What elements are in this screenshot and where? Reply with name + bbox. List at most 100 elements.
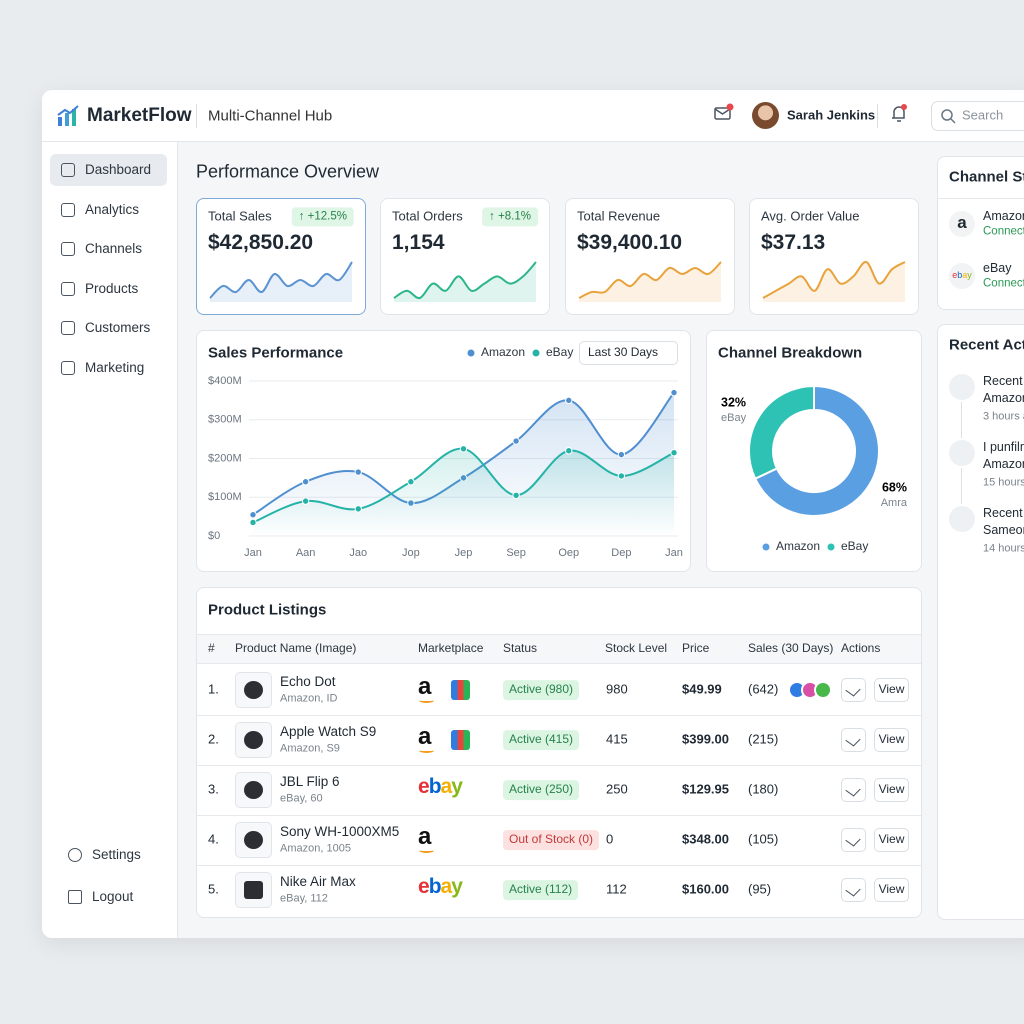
- status-pill: Active (250): [503, 780, 580, 800]
- divider: [877, 104, 878, 128]
- row-divider: [197, 815, 921, 816]
- kpi-label: Total Revenue: [577, 208, 661, 224]
- period-dropdown[interactable]: [579, 341, 678, 365]
- logo-letter: a: [440, 774, 453, 798]
- kpi-value: $42,850.20: [208, 230, 314, 254]
- row-index: 3.: [208, 781, 219, 797]
- activity-source: Amazon: [983, 456, 1024, 471]
- row-index: 4.: [208, 831, 219, 847]
- channel-logo: a: [957, 213, 967, 233]
- logo-letter: b: [428, 774, 442, 798]
- price: $348.00: [682, 831, 729, 847]
- price: $160.00: [682, 881, 729, 897]
- channel-logo-bg: [949, 211, 975, 237]
- logo-letter: a: [440, 874, 453, 898]
- marketplace-logo: ebay: [418, 774, 463, 799]
- channel-status: Connected: [983, 277, 1024, 290]
- activity-text: I punfilment: [983, 439, 1024, 454]
- status-pill: Out of Stock (0): [503, 830, 600, 850]
- avatar-badge: [814, 681, 832, 699]
- view-label[interactable]: View: [878, 732, 905, 747]
- view-button[interactable]: [874, 828, 909, 852]
- product-name: Apple Watch S9: [280, 724, 377, 740]
- search-box[interactable]: [931, 101, 1024, 131]
- chart-title: Channel Breakdown: [718, 344, 863, 362]
- view-label[interactable]: View: [878, 782, 905, 797]
- divider: [938, 198, 1024, 199]
- kpi-label: Total Orders: [392, 208, 463, 224]
- view-label[interactable]: View: [878, 682, 905, 697]
- column-header: Actions: [841, 641, 881, 656]
- product-image-shape: [244, 731, 263, 749]
- nav-item[interactable]: Customers: [85, 320, 151, 336]
- activity-icon: [949, 506, 975, 532]
- price: $49.99: [682, 681, 722, 697]
- price: $129.95: [682, 781, 729, 797]
- nav-active-bg: [50, 154, 167, 186]
- table-header: [197, 634, 921, 664]
- avatar: [752, 102, 779, 129]
- product-name: Echo Dot: [280, 674, 336, 690]
- edit-button[interactable]: [841, 728, 866, 752]
- logo-letter: a: [962, 269, 968, 280]
- nav-item[interactable]: Logout: [92, 889, 134, 905]
- nav-item[interactable]: Settings: [92, 847, 141, 863]
- nav-item[interactable]: Dashboard: [85, 162, 152, 178]
- sidebar: [42, 142, 178, 938]
- view-label[interactable]: View: [878, 882, 905, 897]
- kpi-value: 1,154: [392, 230, 445, 254]
- sales: (642): [748, 681, 779, 697]
- product-sub: Amazon, S9: [280, 742, 340, 755]
- product-sub: eBay, 60: [280, 792, 323, 805]
- nav-item[interactable]: Analytics: [85, 201, 140, 217]
- status-pill: Active (415): [503, 730, 580, 750]
- search-placeholder: Search: [962, 107, 1004, 123]
- sales: (95): [748, 881, 772, 897]
- view-button[interactable]: [874, 678, 909, 702]
- activity-text: Recent review: [983, 505, 1024, 520]
- column-header: Stock Level: [605, 641, 668, 656]
- section-title: Performance Overview: [196, 161, 380, 182]
- column-header: #: [208, 641, 215, 656]
- view-label[interactable]: View: [878, 832, 905, 847]
- product-name: JBL Flip 6: [280, 774, 340, 790]
- amazon-smile: [419, 848, 434, 853]
- marketplace-logo: a: [418, 673, 432, 701]
- amazon-smile: [419, 698, 434, 703]
- nav-item[interactable]: Products: [85, 281, 139, 297]
- notifications-button[interactable]: [889, 103, 911, 125]
- kpi-change: ↑ +12.5%: [291, 207, 354, 227]
- mail-button[interactable]: [713, 102, 735, 124]
- product-sub: Amazon, 1005: [280, 842, 351, 855]
- chart-title: Sales Performance: [208, 344, 344, 362]
- user-name[interactable]: Sarah Jenkins: [787, 107, 876, 123]
- product-image-shape: [244, 831, 263, 849]
- edit-button[interactable]: [841, 778, 866, 802]
- row-index: 2.: [208, 731, 219, 747]
- view-button[interactable]: [874, 728, 909, 752]
- view-button[interactable]: [874, 878, 909, 902]
- view-button[interactable]: [874, 778, 909, 802]
- nav-item[interactable]: Channels: [85, 241, 143, 257]
- nav-item[interactable]: Marketing: [85, 360, 145, 376]
- edit-button[interactable]: [841, 678, 866, 702]
- activity-text: Recent order: [983, 373, 1024, 388]
- recent-activity-card: [937, 324, 1024, 920]
- activity-icon: [949, 440, 975, 466]
- logo-letter: e: [952, 269, 958, 280]
- product-image-shape: [244, 681, 263, 699]
- product-name: Sony WH-1000XM5: [280, 824, 400, 840]
- panel-title: Recent Activity: [949, 336, 1024, 354]
- edit-button[interactable]: [841, 828, 866, 852]
- kpi-value: $39,400.10: [577, 230, 683, 254]
- logo-letter: b: [428, 874, 442, 898]
- row-divider: [197, 865, 921, 866]
- stock-level: 250: [606, 781, 628, 797]
- edit-button[interactable]: [841, 878, 866, 902]
- activity-time: 3 hours ago: [983, 410, 1024, 423]
- period-label: Last 30 Days: [588, 345, 659, 360]
- product-image-shape: [244, 781, 263, 799]
- timeline: [961, 468, 962, 504]
- row-index: 5.: [208, 881, 219, 897]
- shopping-bag: [451, 680, 470, 700]
